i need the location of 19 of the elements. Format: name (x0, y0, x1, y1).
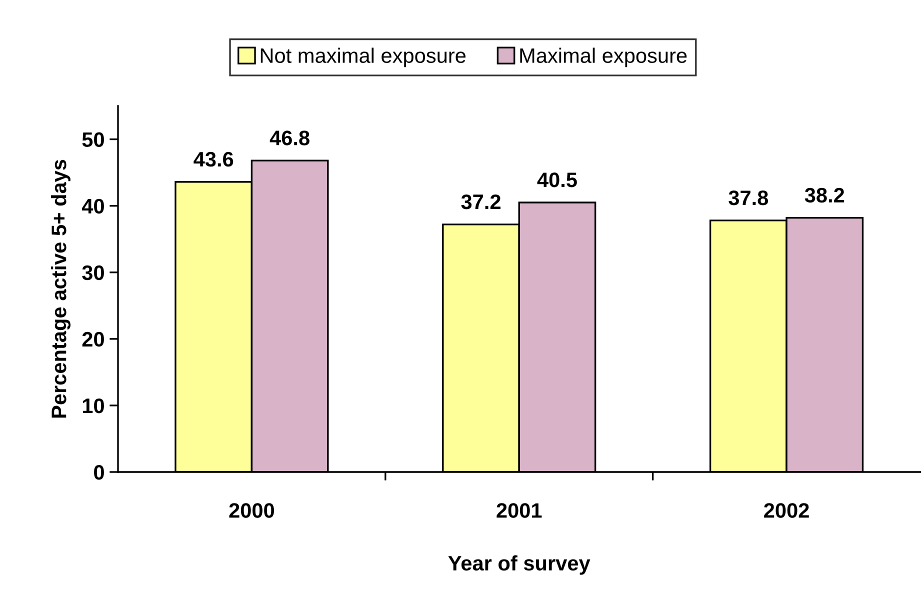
y-tick-label: 20 (82, 332, 104, 347)
x-tick-label: 2000 (229, 503, 274, 518)
y-tick-label: 30 (82, 265, 104, 280)
data-label: 37.2 (461, 194, 500, 210)
x-tick-label: 2002 (764, 503, 809, 518)
y-tick-label: 0 (94, 465, 104, 480)
legend-label: Not maximal exposure (260, 48, 466, 68)
y-tick-label: 50 (82, 132, 104, 148)
x-tick-label: 2001 (496, 503, 542, 518)
data-label: 40.5 (537, 172, 577, 188)
data-label: 46.8 (270, 130, 310, 146)
data-label: 43.6 (194, 152, 234, 167)
x-axis-title: Year of survey (448, 555, 590, 575)
y-tick-label: 40 (82, 198, 104, 214)
y-tick-label: 10 (82, 398, 104, 414)
y-axis-title: Percentage active 5+ days (51, 160, 71, 418)
data-label: 37.8 (728, 190, 768, 206)
legend-label: Maximal exposure (520, 48, 687, 68)
data-label: 38.2 (804, 188, 844, 203)
